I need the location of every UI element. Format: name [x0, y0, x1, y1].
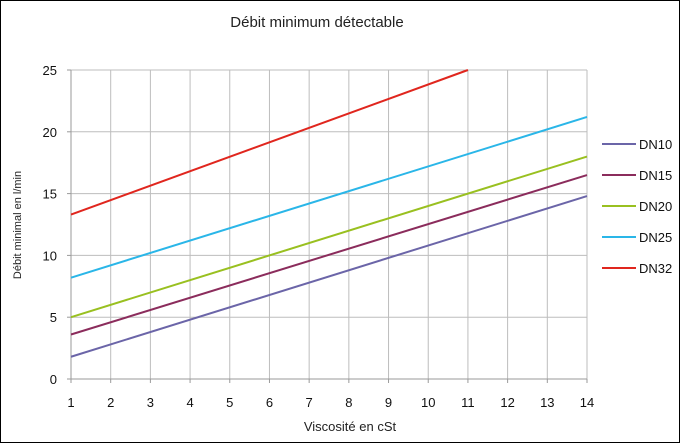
y-tick-label: 5 [50, 310, 57, 325]
x-tick-label: 11 [461, 395, 475, 410]
x-tick-labels: 1 2 3 4 5 6 7 8 9 10 11 12 13 14 [67, 395, 594, 410]
y-tick-labels: 0 5 10 15 20 25 [43, 63, 57, 387]
x-tick-label: 1 [67, 395, 74, 410]
series-line-dn15 [70, 174, 588, 336]
x-tick-label: 2 [107, 395, 114, 410]
x-tick-label: 8 [345, 395, 352, 410]
x-tick-label: 3 [147, 395, 154, 410]
legend-label-dn15: DN15 [639, 168, 672, 183]
y-tick-label: 25 [43, 63, 57, 78]
y-tick-label: 20 [43, 125, 57, 140]
x-tick-label: 14 [580, 395, 594, 410]
x-tick-label: 7 [306, 395, 313, 410]
y-axis-label: Débit minimal en l/min [12, 171, 24, 279]
x-tick-label: 6 [266, 395, 273, 410]
x-axis-label: Viscosité en cSt [304, 419, 397, 434]
series-line-dn32 [70, 69, 469, 216]
x-tick-label: 13 [540, 395, 554, 410]
legend-label-dn20: DN20 [639, 199, 672, 214]
y-tick-label: 0 [50, 372, 57, 387]
legend-label-dn32: DN32 [639, 261, 672, 276]
x-tick-label: 5 [226, 395, 233, 410]
axes [67, 69, 588, 383]
x-tick-label: 12 [500, 395, 514, 410]
x-tick-label: 10 [421, 395, 435, 410]
legend-label-dn25: DN25 [639, 230, 672, 245]
series-line-dn25 [70, 116, 588, 279]
x-tick-label: 9 [385, 395, 392, 410]
series-line-dn20 [70, 155, 588, 319]
legend-label-dn10: DN10 [639, 137, 672, 152]
legend: DN10 DN15 DN20 DN25 DN32 [602, 137, 672, 276]
y-tick-label: 10 [43, 248, 57, 263]
chart-title: Débit minimum détectable [230, 14, 403, 31]
series-line-dn10 [70, 195, 588, 358]
series-lines [70, 69, 588, 358]
x-tick-label: 4 [186, 395, 193, 410]
y-tick-label: 15 [43, 187, 57, 202]
